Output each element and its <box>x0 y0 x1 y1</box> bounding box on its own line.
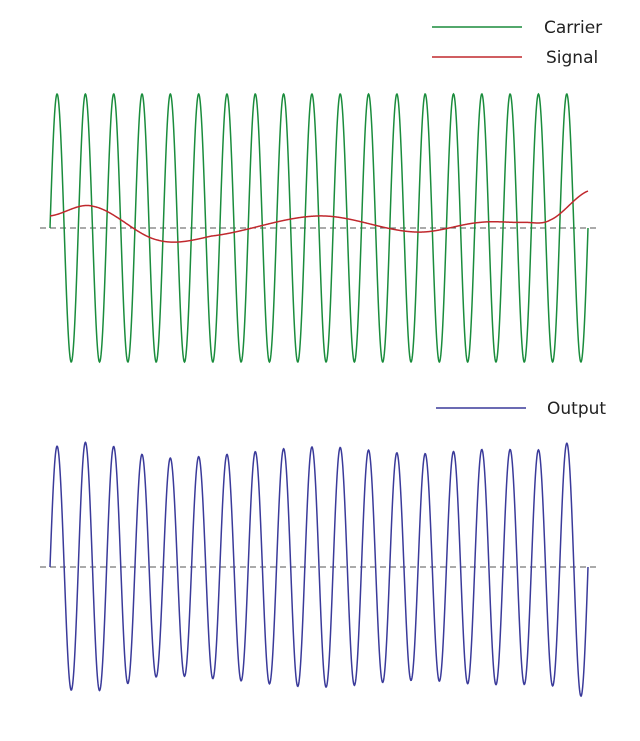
carrier-series-line <box>49 92 589 364</box>
top-chart: Carrier Signal <box>40 18 602 364</box>
legend-signal-label: Signal <box>546 48 598 68</box>
legend-carrier-label: Carrier <box>544 18 602 38</box>
output-series-line <box>49 441 589 698</box>
signal-series-line <box>49 190 589 243</box>
bottom-chart: Output <box>40 399 606 698</box>
top-legend: Carrier Signal <box>432 18 602 68</box>
legend-output-label: Output <box>547 399 606 419</box>
bottom-legend: Output <box>436 399 606 419</box>
